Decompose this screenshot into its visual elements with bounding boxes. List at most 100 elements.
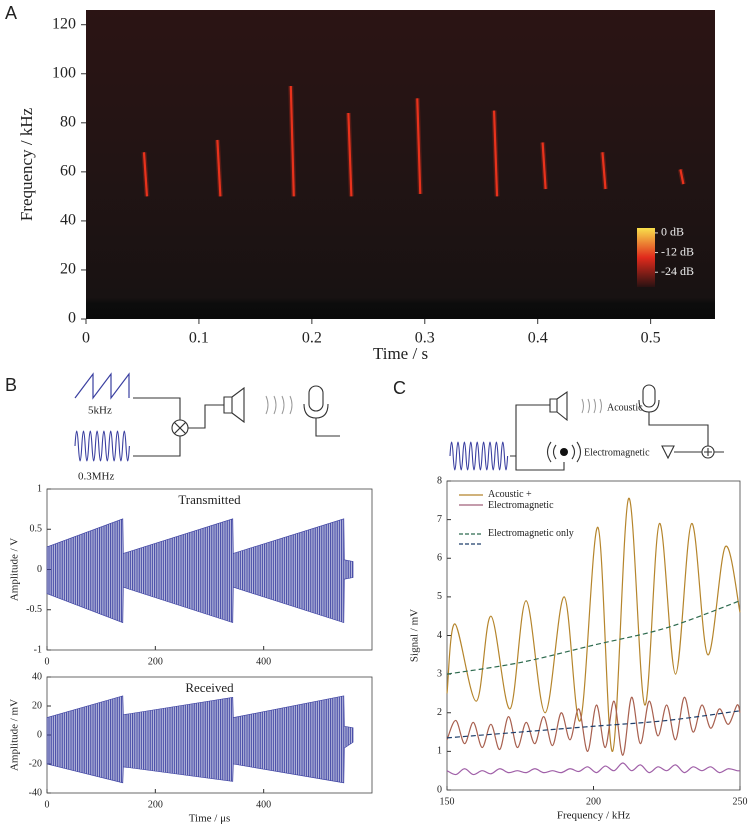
y-tick-label: 1: [37, 483, 42, 494]
mixer-cross: [173, 421, 187, 435]
microphone-stand: [303, 403, 340, 437]
mixer: [171, 419, 189, 437]
y-axis-label: Amplitude / V: [9, 538, 21, 601]
chirp: [216, 139, 222, 197]
line: [446, 600, 741, 675]
chirp: [492, 110, 499, 197]
chirp: [541, 142, 547, 190]
x-axis-label: Time / s: [373, 344, 428, 363]
wire: [133, 397, 224, 457]
spectrogram-background: [86, 10, 715, 319]
antenna: [560, 448, 568, 456]
y-tick-label: 7: [437, 514, 442, 525]
x-tick-label: 0: [45, 799, 50, 810]
microphone: [308, 385, 324, 412]
y-tick-label: -40: [29, 787, 42, 798]
panel-label: C: [393, 378, 406, 398]
y-tick-label: 0.5: [30, 524, 43, 535]
diagram-label: 0.3MHz: [78, 471, 114, 483]
y-tick-label: 40: [60, 212, 76, 229]
amplifier: [661, 445, 724, 460]
y-tick-label: 100: [52, 64, 76, 81]
x-axis-label: Time / μs: [189, 813, 231, 825]
y-tick-label: 0: [68, 310, 76, 327]
y-tick-label: 6: [437, 553, 442, 564]
y-tick-label: 3: [437, 668, 442, 679]
chirp: [416, 98, 422, 194]
chirp: [679, 169, 685, 185]
x-tick-label: 150: [440, 796, 455, 807]
y-tick-label: 5: [437, 591, 442, 602]
y-axis-label: Frequency / kHz: [17, 107, 36, 221]
legend-label: Electromagnetic only: [488, 528, 574, 539]
y-tick-label: -1: [34, 644, 42, 655]
y-tick-label: -0.5: [26, 604, 42, 615]
panel-label: A: [5, 3, 17, 23]
waveform: [46, 695, 354, 784]
legend-label: Acoustic + Electromagnetic: [488, 489, 554, 511]
y-tick-label: 60: [60, 163, 76, 180]
y-tick-label: 0: [37, 564, 42, 575]
x-tick-label: 0.4: [528, 330, 548, 347]
carrier-wave: [74, 430, 130, 462]
y-tick-label: 20: [60, 261, 76, 278]
y-tick-label: 20: [32, 700, 42, 711]
waveform: [46, 518, 354, 624]
sawtooth-wave: [74, 372, 130, 400]
colorbar-label: 0 dB: [661, 225, 684, 239]
line: [446, 696, 741, 756]
diagram-label: 5kHz: [88, 405, 112, 417]
summer: [701, 445, 715, 459]
y-axis-label: Amplitude / mV: [9, 699, 21, 771]
y-tick-label: 2: [437, 707, 442, 718]
x-tick-label: 0: [82, 330, 90, 347]
x-tick-label: 200: [148, 799, 163, 810]
x-tick-label: 0: [45, 656, 50, 667]
y-tick-label: 40: [32, 671, 42, 682]
y-tick-label: 0: [437, 784, 442, 795]
antenna-waves: [546, 441, 582, 463]
panel-label: B: [5, 375, 17, 395]
chart-title: Received: [185, 680, 234, 695]
diagram-label: Electromagnetic: [584, 447, 650, 458]
sound-waves: [265, 395, 293, 415]
x-tick-label: 0.3: [415, 330, 435, 347]
x-tick-label: 400: [256, 656, 271, 667]
colorbar-label: -12 dB: [661, 244, 694, 258]
sound-waves: [581, 398, 602, 414]
x-tick-label: 0.2: [302, 330, 322, 347]
y-tick-label: 1: [437, 746, 442, 757]
line: [446, 762, 741, 776]
colorbar: [637, 228, 655, 287]
line: [446, 497, 741, 752]
microphone-stand: [638, 399, 709, 446]
x-tick-label: 400: [256, 799, 271, 810]
wire: [510, 404, 565, 471]
y-tick-label: 0: [37, 729, 42, 740]
chirp: [289, 85, 295, 197]
diagram-label: Acoustic: [607, 402, 643, 413]
y-tick-label: -20: [29, 758, 42, 769]
y-tick-label: 4: [437, 630, 442, 641]
x-tick-label: 200: [586, 796, 601, 807]
diagram-c: Acoustic Electromagnetic: [449, 384, 724, 471]
source-wave: [449, 441, 509, 471]
y-tick-label: 8: [437, 475, 442, 486]
colorbar-label: -24 dB: [661, 264, 694, 278]
x-tick-label: 250: [733, 796, 748, 807]
y-tick-label: 120: [52, 15, 76, 32]
chirp: [142, 152, 149, 197]
y-tick-label: 80: [60, 113, 76, 130]
speaker: [223, 386, 245, 424]
plot-frame: [446, 480, 741, 791]
speaker: [549, 390, 568, 422]
diagram-b: 5kHz 0.3MHz: [74, 372, 340, 483]
x-tick-label: 200: [148, 656, 163, 667]
chart-title: Transmitted: [178, 492, 241, 507]
microphone: [642, 384, 656, 408]
x-tick-label: 0.5: [641, 330, 661, 347]
y-axis-label: Signal / mV: [409, 609, 421, 662]
line: [446, 710, 741, 739]
